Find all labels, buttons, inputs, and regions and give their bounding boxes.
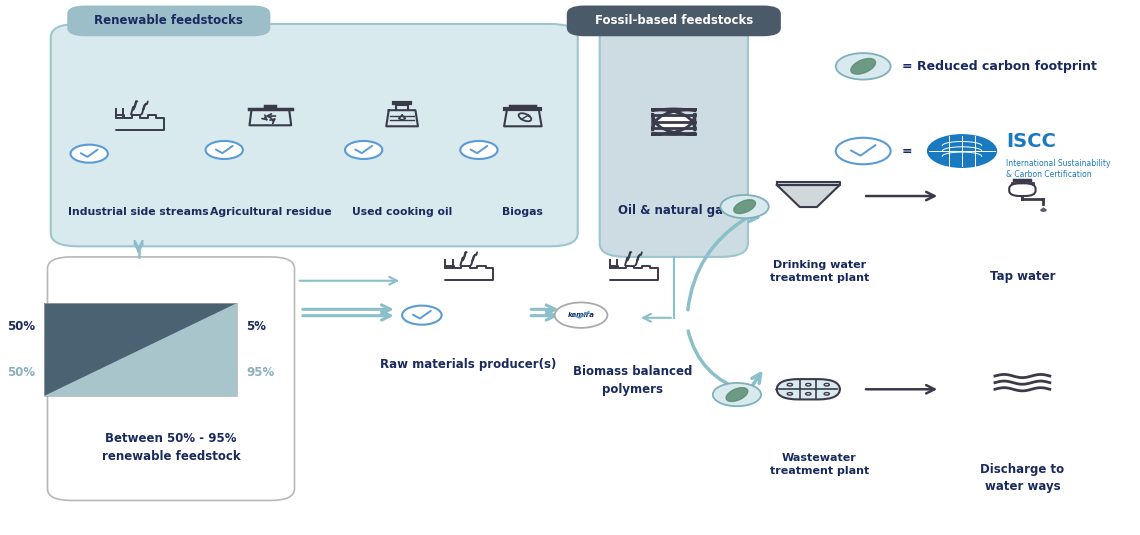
Text: kemira: kemira (568, 312, 595, 318)
Circle shape (836, 53, 890, 80)
Polygon shape (734, 200, 756, 213)
Text: Agricultural residue: Agricultural residue (210, 207, 331, 217)
Text: Wastewater
treatment plant: Wastewater treatment plant (770, 453, 869, 476)
Polygon shape (776, 182, 840, 185)
Text: Fossil-based feedstocks: Fossil-based feedstocks (595, 14, 752, 27)
FancyBboxPatch shape (600, 24, 748, 257)
Text: 95%: 95% (246, 366, 275, 379)
Text: Drinking water
treatment plant: Drinking water treatment plant (770, 259, 869, 283)
Circle shape (402, 305, 441, 325)
Circle shape (720, 195, 768, 218)
Text: Between 50% - 95%
renewable feedstock: Between 50% - 95% renewable feedstock (101, 432, 241, 463)
Circle shape (824, 393, 830, 395)
FancyBboxPatch shape (67, 5, 270, 36)
Text: Tap water: Tap water (990, 270, 1056, 283)
Text: Renewable feedstocks: Renewable feedstocks (95, 14, 243, 27)
Text: =: = (902, 144, 912, 157)
Polygon shape (1041, 208, 1047, 211)
Text: 5%: 5% (246, 319, 267, 333)
Polygon shape (850, 58, 876, 74)
Text: Used cooking oil: Used cooking oil (352, 207, 453, 217)
Circle shape (345, 141, 382, 159)
FancyBboxPatch shape (48, 257, 294, 500)
Text: Biomass balanced
polymers: Biomass balanced polymers (573, 365, 692, 396)
FancyBboxPatch shape (651, 110, 697, 134)
Text: Discharge to
water ways: Discharge to water ways (980, 463, 1065, 493)
Circle shape (806, 393, 811, 395)
FancyBboxPatch shape (51, 24, 578, 246)
Circle shape (205, 141, 243, 159)
Text: Oil & natural gas: Oil & natural gas (618, 204, 730, 217)
Text: 50%: 50% (7, 366, 35, 379)
Circle shape (836, 138, 890, 164)
Text: 50%: 50% (7, 319, 35, 333)
Text: = Reduced carbon footprint: = Reduced carbon footprint (902, 60, 1097, 73)
FancyBboxPatch shape (776, 379, 840, 400)
Circle shape (806, 384, 811, 386)
Text: Raw materials producer(s): Raw materials producer(s) (380, 357, 556, 371)
Circle shape (824, 384, 830, 386)
Text: ISCC: ISCC (1005, 132, 1056, 151)
Text: Biogas: Biogas (503, 207, 544, 217)
Text: Industrial side streams: Industrial side streams (68, 207, 209, 217)
Circle shape (71, 144, 108, 163)
Circle shape (927, 134, 998, 168)
Polygon shape (776, 185, 840, 207)
Circle shape (712, 383, 762, 406)
Polygon shape (726, 388, 748, 401)
Circle shape (555, 302, 608, 328)
Text: International Sustainability
& Carbon Certification: International Sustainability & Carbon Ce… (1005, 159, 1110, 179)
Polygon shape (44, 303, 237, 396)
Circle shape (788, 393, 792, 395)
Polygon shape (44, 303, 237, 396)
FancyBboxPatch shape (1009, 184, 1035, 196)
Circle shape (788, 384, 792, 386)
FancyBboxPatch shape (567, 5, 781, 36)
Circle shape (461, 141, 497, 159)
